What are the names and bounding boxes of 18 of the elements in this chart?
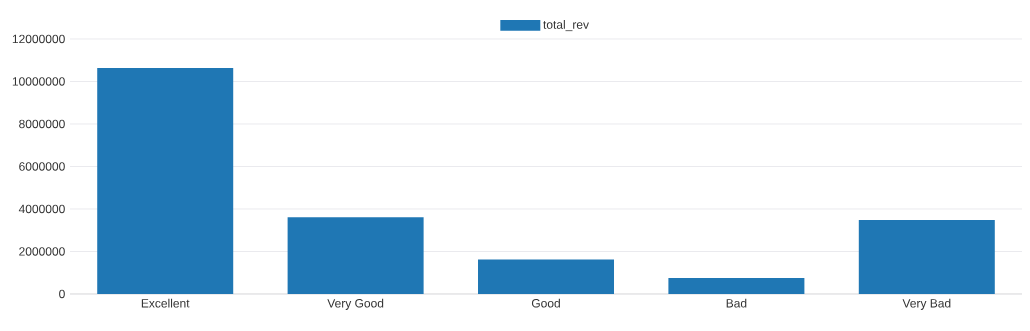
bar xyxy=(478,259,615,294)
y-tick-label: 4000000 xyxy=(18,204,65,214)
x-tick-label: Bad xyxy=(726,298,747,308)
bar xyxy=(668,278,805,294)
y-tick-label: 12000000 xyxy=(12,34,65,44)
x-tick-label: Good xyxy=(531,298,560,308)
bar xyxy=(97,68,234,294)
x-tick-label: Very Good xyxy=(327,298,384,310)
legend-label: total_rev xyxy=(543,20,589,32)
x-tick-label: Excellent xyxy=(141,298,190,308)
bar xyxy=(287,217,424,294)
bar xyxy=(858,220,995,294)
y-tick-label: 2000000 xyxy=(19,247,65,256)
y-tick-label: 0 xyxy=(59,289,65,299)
y-tick-label: 8000000 xyxy=(19,119,65,129)
y-tick-label: 6000000 xyxy=(19,162,65,171)
x-tick-label: Very Bad xyxy=(902,298,951,310)
y-tick-label: 10000000 xyxy=(12,77,65,86)
